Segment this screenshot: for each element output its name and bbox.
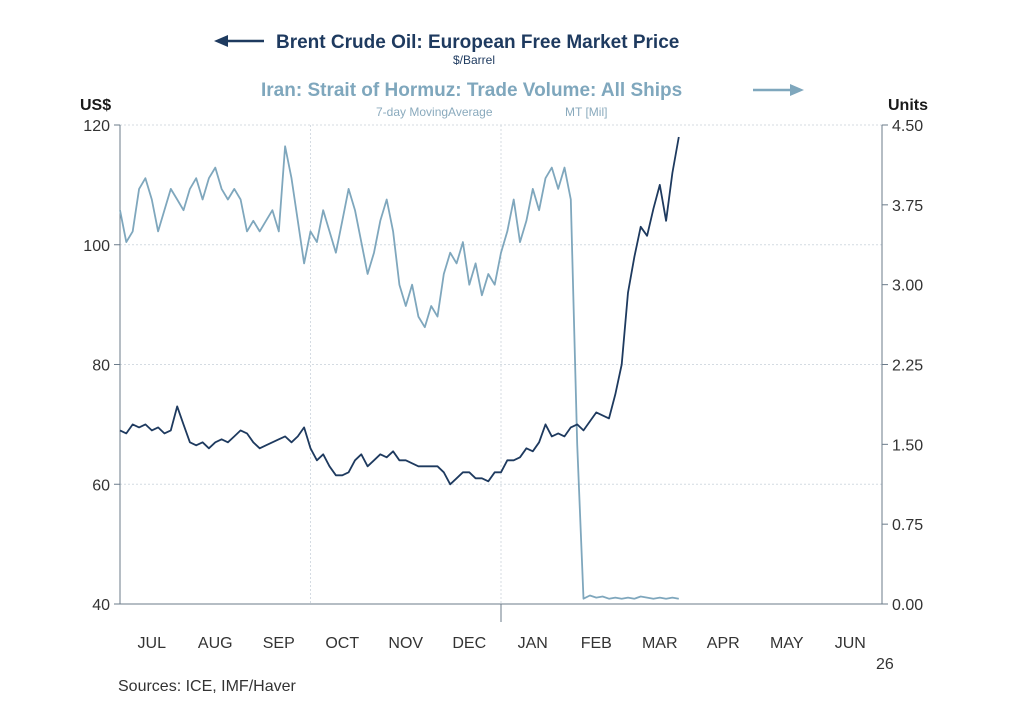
ytick-right-label: 1.50: [892, 437, 923, 454]
left-arrow-head: [214, 35, 228, 47]
title-right: Iran: Strait of Hormuz: Trade Volume: Al…: [261, 80, 682, 101]
right-arrow-head: [790, 84, 804, 96]
xtick-label: JAN: [518, 635, 548, 652]
ytick-left-label: 120: [83, 118, 110, 135]
ytick-left-label: 60: [92, 477, 110, 494]
xtick-label: JUL: [138, 635, 167, 652]
legend-right: Iran: Strait of Hormuz: Trade Volume: Al…: [261, 80, 804, 119]
year-label: 26: [876, 656, 894, 673]
ytick-left-label: 80: [92, 358, 110, 375]
brent-line: [119, 136, 680, 486]
source-note: Sources: ICE, IMF/Haver: [118, 678, 296, 695]
hormuz-line: [119, 145, 679, 600]
ylabel-left: US$: [80, 97, 111, 114]
xtick-label: DEC: [452, 635, 486, 652]
title-left: Brent Crude Oil: European Free Market Pr…: [276, 32, 679, 53]
xtick-label: FEB: [581, 635, 612, 652]
xtick-label: MAY: [770, 635, 804, 652]
yticks-left: 120 100 80 60 40: [83, 118, 120, 614]
ytick-right-label: 3.00: [892, 278, 923, 295]
grid: [120, 124, 882, 604]
xtick-label: APR: [707, 635, 740, 652]
subtitle-right-a: 7-day MovingAverage: [376, 105, 493, 119]
series-group: [119, 136, 680, 600]
legend-left: Brent Crude Oil: European Free Market Pr…: [214, 32, 679, 67]
ytick-right-label: 3.75: [892, 198, 923, 215]
subtitle-right-b: MT [Mil]: [565, 105, 607, 119]
xticks: JUL AUG SEP OCT NOV DEC JAN FEB MAR APR MAY JUN: [138, 635, 866, 652]
xtick-label: OCT: [325, 635, 359, 652]
subtitle-left: $/Barrel: [453, 53, 495, 67]
xtick-label: AUG: [198, 635, 233, 652]
ylabel-right: Units: [888, 97, 928, 114]
xtick-label: JUN: [835, 635, 866, 652]
ytick-right-label: 2.25: [892, 358, 923, 375]
xtick-label: MAR: [642, 635, 678, 652]
ytick-right-label: 0.00: [892, 597, 923, 614]
yticks-right: 4.50 3.75 3.00 2.25 1.50 0.75 0.00: [882, 118, 923, 614]
ytick-right-label: 4.50: [892, 118, 923, 135]
ytick-left-label: 100: [83, 238, 110, 255]
xtick-label: SEP: [263, 635, 295, 652]
ytick-left-label: 40: [92, 597, 110, 614]
xtick-label: NOV: [388, 635, 423, 652]
ytick-right-label: 0.75: [892, 517, 923, 534]
